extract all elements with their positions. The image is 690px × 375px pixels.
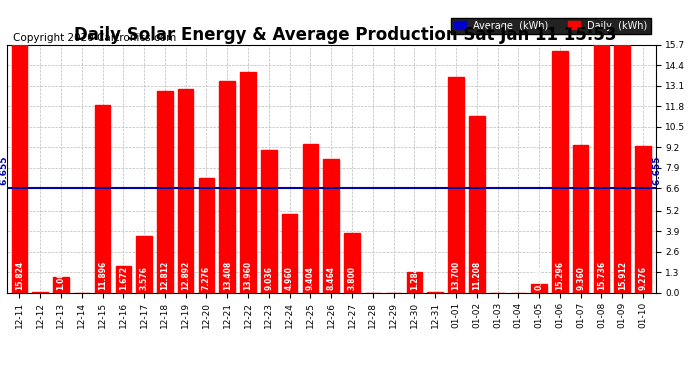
- Text: 12.812: 12.812: [160, 261, 169, 290]
- Text: 11.208: 11.208: [472, 261, 481, 290]
- Bar: [115, 266, 131, 292]
- Text: 15.296: 15.296: [555, 261, 564, 290]
- Text: 3.800: 3.800: [348, 266, 357, 290]
- Text: 0.548: 0.548: [535, 266, 544, 290]
- Text: 1.000: 1.000: [57, 266, 66, 290]
- Bar: [261, 150, 277, 292]
- Text: Daily Solar Energy & Average Production Sat Jan 11 15:53: Daily Solar Energy & Average Production …: [74, 26, 616, 44]
- Bar: [137, 236, 152, 292]
- Bar: [282, 214, 297, 292]
- Text: 13.700: 13.700: [451, 261, 460, 290]
- Bar: [406, 272, 422, 292]
- Bar: [324, 159, 339, 292]
- Bar: [469, 116, 484, 292]
- Text: 13.408: 13.408: [223, 261, 232, 290]
- Text: 8.464: 8.464: [326, 266, 336, 290]
- Text: 6.655: 6.655: [653, 156, 662, 188]
- Bar: [95, 105, 110, 292]
- Text: 15.824: 15.824: [15, 261, 24, 290]
- Bar: [178, 89, 193, 292]
- Text: 6.655: 6.655: [0, 156, 9, 188]
- Bar: [199, 178, 215, 292]
- Text: 7.276: 7.276: [202, 266, 211, 290]
- Text: 13.960: 13.960: [244, 261, 253, 290]
- Bar: [448, 76, 464, 292]
- Text: 3.576: 3.576: [139, 266, 148, 290]
- Text: 9.360: 9.360: [576, 266, 585, 290]
- Bar: [614, 42, 630, 292]
- Text: 11.896: 11.896: [98, 261, 107, 290]
- Bar: [531, 284, 547, 292]
- Bar: [552, 51, 568, 292]
- Text: Copyright 2020 Cartronics.com: Copyright 2020 Cartronics.com: [13, 33, 177, 42]
- Text: 15.912: 15.912: [618, 261, 627, 290]
- Text: 1.284: 1.284: [410, 266, 419, 290]
- Bar: [240, 72, 256, 292]
- Bar: [303, 144, 318, 292]
- Text: 15.736: 15.736: [597, 261, 606, 290]
- Bar: [219, 81, 235, 292]
- Bar: [593, 44, 609, 292]
- Text: 9.404: 9.404: [306, 266, 315, 290]
- Bar: [12, 43, 27, 292]
- Text: 9.036: 9.036: [264, 266, 273, 290]
- Text: 12.892: 12.892: [181, 261, 190, 290]
- Text: 4.960: 4.960: [285, 266, 294, 290]
- Bar: [53, 277, 69, 292]
- Text: 9.276: 9.276: [638, 266, 647, 290]
- Text: 1.672: 1.672: [119, 266, 128, 290]
- Bar: [573, 145, 589, 292]
- Bar: [157, 90, 172, 292]
- Legend: Average  (kWh), Daily  (kWh): Average (kWh), Daily (kWh): [451, 18, 651, 33]
- Bar: [635, 146, 651, 292]
- Bar: [344, 232, 359, 292]
